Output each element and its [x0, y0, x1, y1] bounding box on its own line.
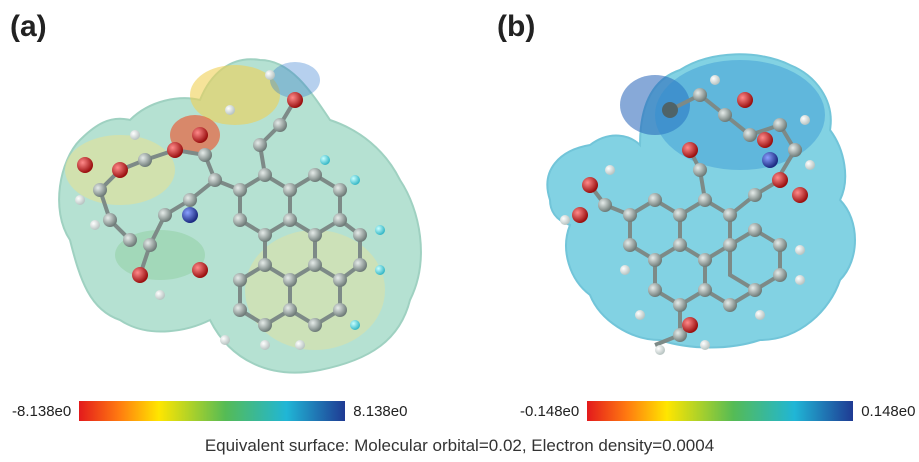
scale-b-min: -0.148e0	[520, 402, 580, 420]
scale-b-max: 0.148e0	[861, 402, 916, 420]
molecule-surface-b	[546, 53, 856, 355]
scale-a-max: 8.138e0	[353, 402, 408, 420]
figure-caption: Equivalent surface: Molecular orbital=0.…	[204, 436, 715, 455]
scale-b-gradient	[587, 401, 854, 421]
color-scale-a: -8.138e0 8.138e0	[12, 400, 407, 422]
scale-a-gradient	[79, 401, 346, 421]
panel-b-label: (b)	[497, 10, 536, 43]
color-scale-b: -0.148e0 0.148e0	[520, 400, 915, 422]
scale-a-min: -8.138e0	[12, 402, 72, 420]
panel-a-label: (a)	[10, 10, 47, 43]
molecule-surface-a	[58, 58, 422, 374]
